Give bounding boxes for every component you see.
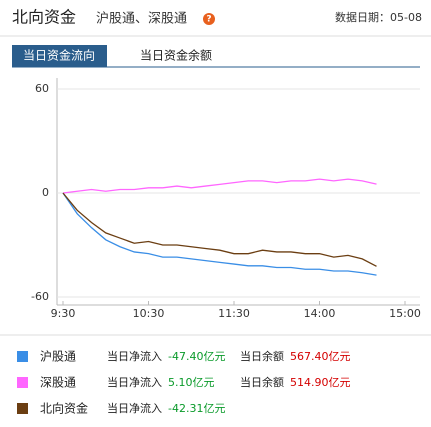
series-line: [62, 192, 377, 267]
inflow: 5.10亿元: [168, 376, 215, 389]
help-mark: ?: [206, 15, 211, 25]
x-tick-label: 11:30: [218, 307, 250, 320]
x-tick-label: 10:30: [133, 307, 165, 320]
y-tick-label: 60: [35, 82, 49, 95]
x-tick-label: 15:00: [389, 307, 421, 320]
x-tick-label: 9:30: [51, 307, 76, 320]
label: 当日净流入: [107, 401, 162, 415]
balance: 514.90亿元: [290, 376, 351, 389]
date: 数据日期：05-08: [335, 10, 422, 24]
label: 当日净流入: [107, 349, 162, 363]
series-line: [62, 192, 377, 276]
tab-active[interactable]: [12, 45, 107, 67]
label: 当日余额: [240, 349, 284, 363]
x-tick-label: 14:00: [304, 307, 336, 320]
legend-swatch: [17, 403, 28, 414]
series-line: [62, 178, 377, 194]
help-icon[interactable]: [203, 13, 215, 25]
inflow: -47.40亿元: [168, 350, 225, 363]
tab[interactable]: 当日资金余额: [140, 48, 212, 63]
legend-swatch: [17, 377, 28, 388]
legend-swatch: [17, 351, 28, 362]
label: 当日余额: [240, 375, 284, 389]
y-tick-label: -60: [31, 290, 49, 303]
title: 北向资金: [12, 8, 76, 27]
inflow: -42.31亿元: [168, 402, 225, 415]
legend-name: 深股通: [40, 376, 76, 390]
balance: 567.40亿元: [290, 350, 351, 363]
label: 当日净流入: [107, 375, 162, 389]
y-tick-label: 0: [42, 186, 49, 199]
tab[interactable]: 当日资金流向: [23, 48, 95, 63]
legend-name: 沪股通: [40, 350, 76, 364]
links[interactable]: 沪股通、深股通: [96, 11, 187, 27]
legend-name: 北向资金: [40, 401, 88, 416]
